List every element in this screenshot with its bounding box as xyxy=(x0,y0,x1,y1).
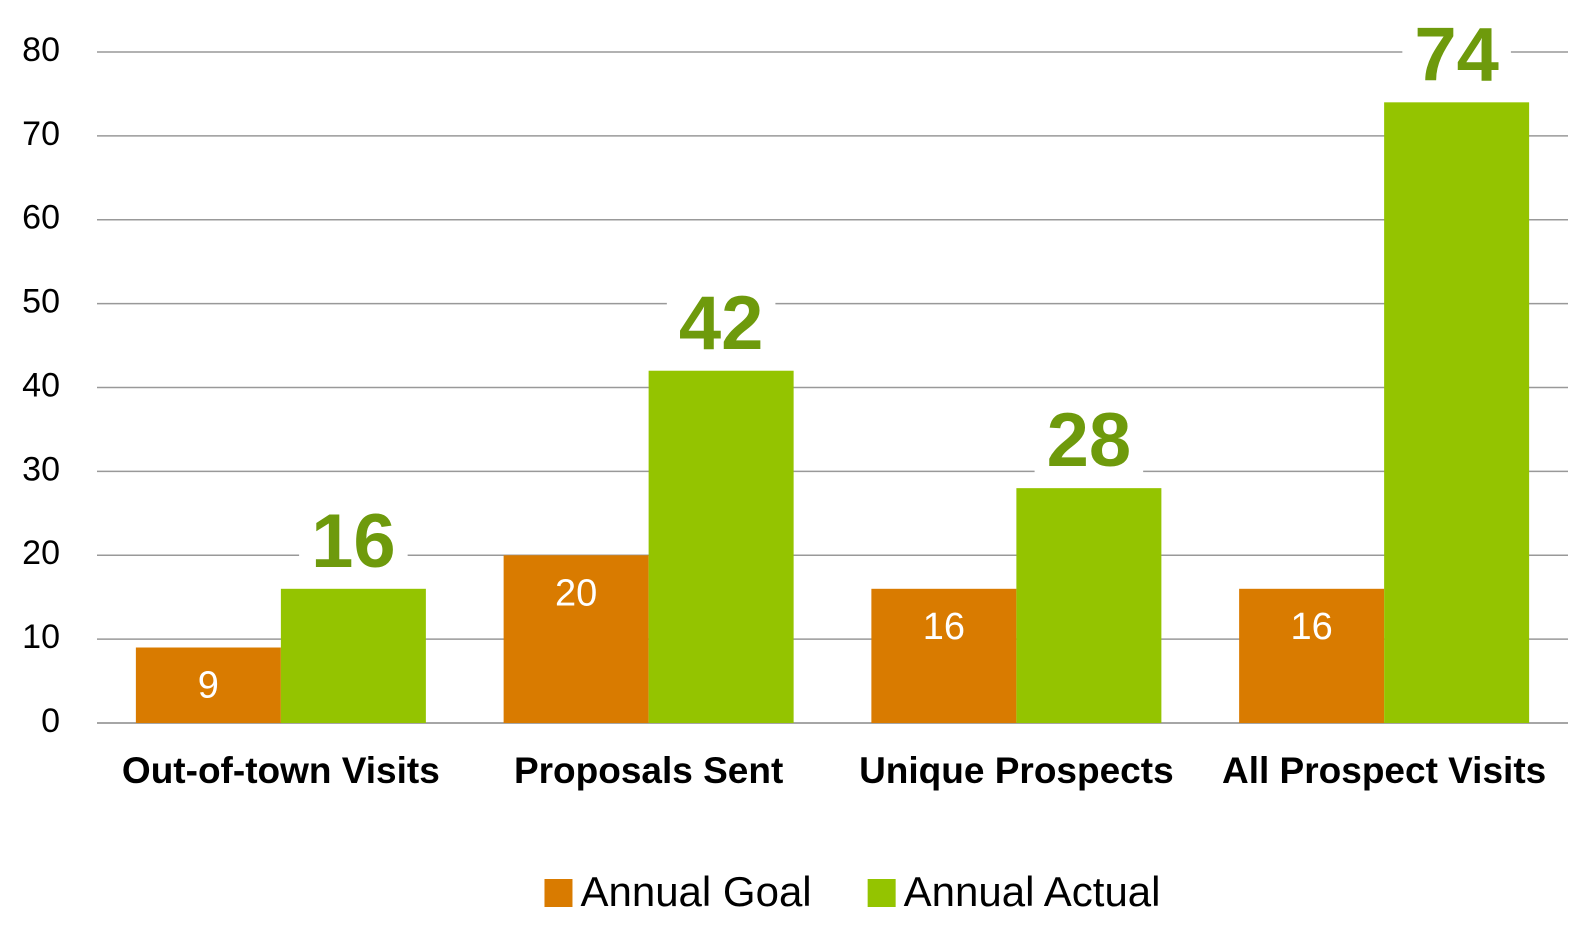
x-tick-label: Out-of-town Visits xyxy=(122,750,440,791)
data-label: 16 xyxy=(923,606,965,648)
data-label: 9 xyxy=(198,665,219,707)
bar xyxy=(1384,102,1530,723)
y-tick-label: 70 xyxy=(22,115,60,153)
data-label-bg xyxy=(666,290,776,361)
y-tick-label: 50 xyxy=(22,283,60,321)
y-tick-label: 30 xyxy=(22,450,60,488)
data-label: 74 xyxy=(1414,12,1499,97)
bar xyxy=(648,370,794,723)
data-label: 20 xyxy=(555,572,597,614)
y-tick-label: 0 xyxy=(41,702,60,740)
bar xyxy=(135,647,281,723)
legend-swatch xyxy=(867,879,896,907)
data-label-bg xyxy=(1034,408,1144,479)
data-label: 28 xyxy=(1047,398,1132,483)
bar xyxy=(871,588,1017,723)
data-label: 42 xyxy=(679,281,764,366)
legend-label: Annual Actual xyxy=(904,868,1161,915)
y-tick-label: 10 xyxy=(22,618,60,656)
data-label-bg xyxy=(1402,22,1511,93)
data-label: 16 xyxy=(311,499,396,584)
data-label-bg xyxy=(299,508,408,579)
y-tick-label: 80 xyxy=(22,31,60,69)
legend-swatch xyxy=(544,879,573,907)
legend-label: Annual Goal xyxy=(580,868,811,915)
bar xyxy=(503,555,649,723)
y-tick-label: 60 xyxy=(22,199,60,237)
x-tick-label: Proposals Sent xyxy=(514,750,783,791)
x-tick-label: Unique Prospects xyxy=(859,750,1174,791)
y-tick-label: 40 xyxy=(22,366,60,404)
y-tick-label: 20 xyxy=(22,534,60,572)
bar xyxy=(1239,588,1385,723)
x-tick-label: All Prospect Visits xyxy=(1222,750,1546,791)
bar xyxy=(1016,488,1162,723)
bar xyxy=(280,588,426,723)
data-label: 16 xyxy=(1290,606,1332,648)
